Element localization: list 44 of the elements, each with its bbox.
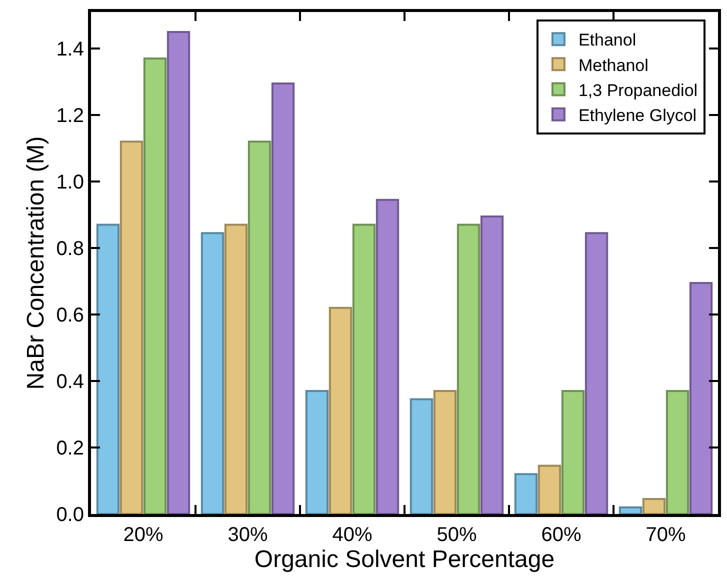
bar (584, 232, 608, 514)
y-tick-label: 0.8 (56, 238, 84, 260)
bar (514, 473, 538, 514)
bar (200, 232, 224, 514)
y-tick-label: 0.4 (56, 371, 84, 394)
legend-label: Ethylene Glycol (578, 106, 697, 126)
bar (143, 58, 167, 514)
x-axis-title: Organic Solvent Percentage (254, 546, 555, 573)
bar (538, 464, 562, 514)
bar (120, 140, 144, 514)
bar (166, 30, 190, 514)
bar (561, 390, 585, 514)
bar (433, 390, 457, 514)
x-tick-label: 70% (646, 524, 686, 546)
x-tick-label: 60% (541, 524, 582, 546)
y-tick-label: 1.2 (56, 105, 84, 128)
bar (328, 306, 352, 514)
legend-label: 1,3 Propanediol (578, 80, 698, 100)
bar (618, 506, 642, 514)
y-tick-label: 0.0 (56, 504, 84, 526)
bar (224, 224, 248, 514)
legend-label: Methanol (578, 56, 648, 75)
x-tick-label: 50% (436, 524, 477, 546)
y-tick-label: 1.4 (56, 38, 84, 61)
bar (666, 390, 690, 514)
x-tick-label: 30% (228, 524, 268, 546)
bar (376, 198, 400, 514)
legend-label: Ethanol (578, 30, 636, 50)
bar (689, 282, 713, 514)
bar (96, 224, 120, 514)
y-tick-label: 1.0 (56, 172, 84, 194)
bar (410, 398, 434, 514)
y-tick-label: 0.6 (56, 304, 84, 327)
bar (271, 82, 295, 514)
x-tick-label: 20% (123, 524, 164, 546)
bar (480, 215, 504, 514)
bar (248, 140, 272, 514)
y-tick-label: 0.2 (56, 438, 84, 460)
x-tick-label: 40% (332, 524, 372, 546)
bar (352, 224, 376, 514)
bar (642, 498, 666, 514)
bar (456, 224, 480, 514)
bar (305, 390, 329, 514)
y-axis-title: NaBr Concentration (M) (22, 136, 50, 390)
